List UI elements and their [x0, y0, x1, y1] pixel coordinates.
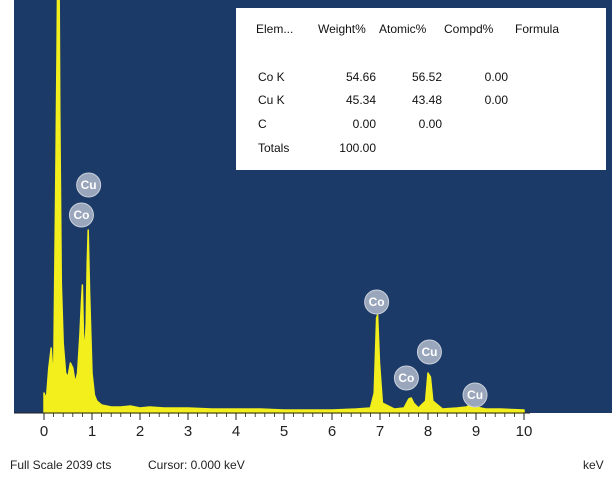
table-cell-atomic: 0.00 [419, 117, 443, 131]
table-cell-atomic: 56.52 [412, 70, 442, 84]
table-cell-atomic: 43.48 [412, 93, 442, 107]
full-scale-readout: Full Scale 2039 cts [10, 458, 111, 472]
spectrum-series [43, 0, 525, 414]
table-header-compd: Compd% [444, 22, 494, 36]
table-total-label: Totals [258, 141, 289, 155]
x-tick-label: 7 [376, 423, 384, 440]
table-header-weight: Weight% [318, 22, 366, 36]
peak-marker-cu: Cu [462, 382, 488, 408]
results-table: Elem... Weight% Atomic% Compd% Formula C… [236, 8, 606, 170]
x-tick-label: 1 [88, 423, 96, 440]
table-total-value: 100.00 [339, 141, 376, 155]
table-cell-compd: 0.00 [485, 93, 509, 107]
peak-marker-cu: Cu [416, 339, 442, 365]
peak-marker-badge [393, 365, 419, 391]
peak-marker-label: Co [73, 208, 89, 222]
x-tick-label: 8 [424, 423, 432, 440]
peak-marker-label: Cu [467, 388, 483, 402]
peak-marker-badge [416, 339, 442, 365]
x-tick-label: 3 [184, 423, 192, 440]
table-cell-element: Co K [258, 70, 285, 84]
axis-unit-label: keV [583, 458, 604, 472]
x-tick-label: 2 [136, 423, 144, 440]
x-tick-label: 10 [516, 423, 533, 440]
x-tick-label: 0 [40, 423, 48, 440]
results-table-background [236, 8, 606, 170]
table-row: Co K 54.66 56.52 0.00 [258, 70, 508, 84]
x-tick-label: 6 [328, 423, 336, 440]
table-cell-compd: 0.00 [485, 70, 509, 84]
peak-marker-label: Co [398, 371, 414, 385]
table-row-total: Totals 100.00 [258, 141, 376, 155]
table-row: Cu K 45.34 43.48 0.00 [258, 93, 508, 107]
peak-marker-badge [364, 289, 390, 315]
table-cell-weight: 45.34 [346, 93, 376, 107]
peak-marker-badge [68, 202, 94, 228]
x-tick-label: 4 [232, 423, 240, 440]
table-cell-element: C [258, 117, 267, 131]
peak-marker-label: Cu [81, 178, 97, 192]
peak-marker-co: Co [68, 202, 94, 228]
table-header-element: Elem... [256, 22, 293, 36]
table-row: C 0.00 0.00 [258, 117, 442, 131]
peak-marker-badge [462, 382, 488, 408]
peak-marker-label: Cu [421, 345, 437, 359]
table-cell-weight: 0.00 [353, 117, 377, 131]
spectrum-layer [43, 0, 525, 414]
peak-marker-label: Co [369, 295, 385, 309]
peak-marker-badge [76, 172, 102, 198]
x-tick-label: 5 [280, 423, 288, 440]
peak-marker-co: Co [364, 289, 390, 315]
table-cell-element: Cu K [258, 93, 285, 107]
peak-marker-cu: Cu [76, 172, 102, 198]
table-cell-weight: 54.66 [346, 70, 376, 84]
peak-markers: Cu Co Co Cu Co Cu [68, 172, 488, 408]
cursor-readout: Cursor: 0.000 keV [148, 458, 245, 472]
x-axis-ticks: 0 1 2 3 4 5 6 7 8 9 10 [40, 413, 533, 440]
table-header-formula: Formula [515, 22, 559, 36]
peak-marker-co: Co [393, 365, 419, 391]
x-tick-label: 9 [472, 423, 480, 440]
table-header-atomic: Atomic% [379, 22, 427, 36]
